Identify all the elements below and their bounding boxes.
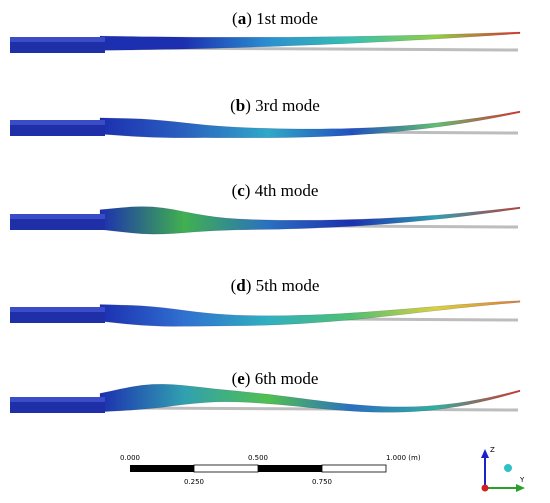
caption-open: ( bbox=[232, 9, 238, 28]
axis-triad: Z Y bbox=[481, 446, 525, 492]
caption-open: ( bbox=[231, 276, 237, 295]
mode-panel: (d) 5th mode bbox=[10, 276, 521, 327]
scale-label: 0.500 bbox=[248, 454, 268, 462]
mode-panel: (a) 1st mode bbox=[10, 9, 521, 53]
panel-caption: (c) 4th mode bbox=[232, 181, 319, 200]
panel-caption: (e) 6th mode bbox=[232, 369, 319, 388]
caption-letter: c bbox=[237, 181, 245, 200]
scale-bar: 0.000 0.500 1.000 (m) 0.250 0.750 bbox=[120, 454, 421, 486]
caption-open: ( bbox=[232, 181, 238, 200]
caption-open: ( bbox=[230, 96, 236, 115]
caption-text: ) 1st mode bbox=[246, 9, 318, 28]
caption-text: ) 3rd mode bbox=[245, 96, 320, 115]
panel-caption: (a) 1st mode bbox=[232, 9, 318, 28]
caption-letter: d bbox=[236, 276, 246, 295]
caption-letter: b bbox=[236, 96, 245, 115]
triad-y: Y bbox=[519, 476, 525, 484]
blades: (a) 1st mode(b) 3rd mode(c) 4th mode(d) … bbox=[10, 9, 521, 413]
scale-label: 1.000 (m) bbox=[386, 454, 421, 462]
panel-caption: (b) 3rd mode bbox=[230, 96, 320, 115]
panel-caption: (d) 5th mode bbox=[231, 276, 320, 295]
caption-text: ) 4th mode bbox=[245, 181, 319, 200]
mode-panel: (c) 4th mode bbox=[10, 181, 521, 235]
caption-text: ) 5th mode bbox=[246, 276, 320, 295]
mode-panel: (e) 6th mode bbox=[10, 369, 521, 413]
mode-panel: (b) 3rd mode bbox=[10, 96, 521, 139]
scale-label: 0.250 bbox=[184, 478, 204, 486]
caption-letter: e bbox=[237, 369, 245, 388]
caption-letter: a bbox=[238, 9, 247, 28]
caption-open: ( bbox=[232, 369, 238, 388]
triad-z: Z bbox=[490, 446, 495, 454]
scale-label: 0.750 bbox=[312, 478, 332, 486]
scale-label: 0.000 bbox=[120, 454, 140, 462]
caption-text: ) 6th mode bbox=[245, 369, 319, 388]
